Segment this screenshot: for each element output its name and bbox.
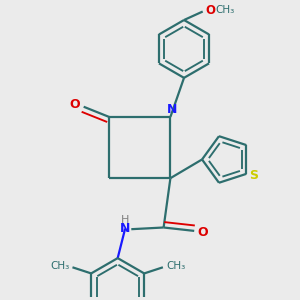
Text: CH₃: CH₃ — [166, 261, 185, 271]
Text: N: N — [120, 222, 130, 235]
Text: S: S — [249, 169, 258, 182]
Text: CH₃: CH₃ — [215, 5, 235, 16]
Text: O: O — [205, 4, 215, 17]
Text: CH₃: CH₃ — [50, 261, 69, 271]
Text: N: N — [167, 103, 177, 116]
Text: O: O — [70, 98, 80, 110]
Text: O: O — [197, 226, 208, 239]
Text: H: H — [121, 215, 129, 225]
